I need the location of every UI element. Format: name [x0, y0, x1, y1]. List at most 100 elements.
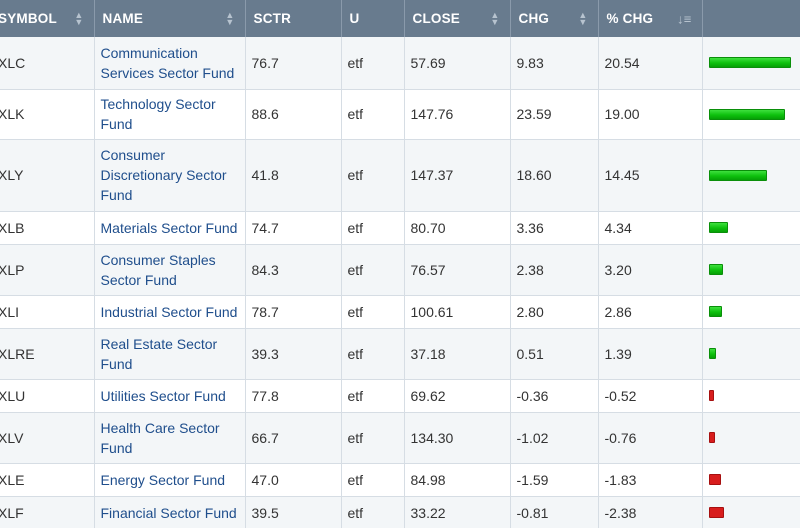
fund-name-link[interactable]: Utilities Sector Fund — [94, 379, 246, 413]
table-row[interactable]: XLRE Real Estate Sector Fund 39.3 etf 37.18 0… — [0, 328, 800, 380]
chg-cell: 0.51 — [510, 328, 599, 380]
chg-cell: 3.36 — [510, 211, 599, 245]
type-cell: etf — [341, 139, 405, 212]
table-row[interactable]: XLE Energy Sector Fund 47.0 etf 84.98 -1.59 -1… — [0, 463, 800, 497]
pct-chg-bar-cell — [702, 244, 800, 296]
type-cell: etf — [341, 244, 405, 296]
type-cell: etf — [341, 412, 405, 464]
chg-cell: -1.02 — [510, 412, 599, 464]
sctr-cell: 76.7 — [245, 37, 342, 90]
chg-cell: 18.60 — [510, 139, 599, 212]
close-cell: 147.37 — [404, 139, 511, 212]
symbol-cell: XLY — [0, 139, 95, 212]
close-cell: 37.18 — [404, 328, 511, 380]
pct-chg-cell: -2.38 — [598, 496, 703, 528]
sctr-cell: 74.7 — [245, 211, 342, 245]
column-header-pct-chg-label: % CHG — [606, 11, 654, 26]
table-row[interactable]: XLV Health Care Sector Fund 66.7 etf 134.30-… — [0, 412, 800, 464]
fund-name-link[interactable]: Health Care Sector Fund — [94, 412, 246, 464]
column-header-bar — [702, 0, 800, 37]
pct-chg-bar-cell — [702, 295, 800, 329]
table-row[interactable]: XLB Materials Sector Fund 74.7 etf 80.70 3.36… — [0, 211, 800, 245]
positive-change-bar — [708, 57, 791, 69]
column-header-name-label: NAME — [102, 11, 144, 26]
chg-cell: -1.59 — [510, 463, 599, 497]
negative-change-bar — [708, 474, 721, 485]
column-header-chg[interactable]: CHG ▲ ▼ — [510, 0, 599, 37]
column-header-u[interactable]: U — [341, 0, 405, 37]
sctr-cell: 39.5 — [245, 496, 342, 528]
fund-name-link[interactable]: Industrial Sector Fund — [94, 295, 246, 329]
sort-arrows-icon[interactable]: ▲ ▼ — [578, 9, 588, 27]
header-row: SYMBOL ▲ ▼ NAME ▲ ▼ SCTR U CLOSE ▲ ▼ — [0, 0, 800, 37]
chg-cell: 23.59 — [510, 89, 599, 140]
fund-name-link[interactable]: Consumer Discretionary Sector Fund — [94, 139, 246, 212]
close-cell: 80.70 — [404, 211, 511, 245]
symbol-cell: XLB — [0, 211, 95, 245]
fund-name-link[interactable]: Technology Sector Fund — [94, 89, 246, 140]
pct-chg-cell: -0.76 — [598, 412, 703, 464]
table-row[interactable]: XLI Industrial Sector Fund 78.7 etf 100.61 2.… — [0, 295, 800, 329]
close-cell: 76.57 — [404, 244, 511, 296]
symbol-cell: XLK — [0, 89, 95, 140]
close-cell: 147.76 — [404, 89, 511, 140]
column-header-pct-chg[interactable]: % CHG ↓≡ — [598, 0, 703, 37]
chg-cell: -0.81 — [510, 496, 599, 528]
sort-arrows-icon[interactable]: ▲ ▼ — [225, 9, 235, 27]
pct-chg-cell: 4.34 — [598, 211, 703, 245]
pct-chg-bar-cell — [702, 379, 800, 413]
sctr-cell: 88.6 — [245, 89, 342, 140]
table-row[interactable]: XLF Financial Sector Fund 39.5 etf 33.22 -0.8… — [0, 496, 800, 528]
fund-name-link[interactable]: Materials Sector Fund — [94, 211, 246, 245]
sort-arrows-icon[interactable]: ▲ ▼ — [490, 9, 500, 27]
table-row[interactable]: XLU Utilities Sector Fund 77.8 etf 69.62 -0.3… — [0, 379, 800, 413]
pct-chg-cell: -0.52 — [598, 379, 703, 413]
column-header-symbol[interactable]: SYMBOL ▲ ▼ — [0, 0, 95, 37]
positive-change-bar — [708, 169, 767, 181]
table-row[interactable]: XLK Technology Sector Fund 88.6 etf 147.76 23… — [0, 89, 800, 140]
table-row[interactable]: XLP Consumer Staples Sector Fund 84.3 etf 76… — [0, 244, 800, 296]
pct-chg-bar-cell — [702, 89, 800, 140]
sctr-cell: 84.3 — [245, 244, 342, 296]
symbol-cell: XLU — [0, 379, 95, 413]
chg-cell: 2.80 — [510, 295, 599, 329]
positive-change-bar — [708, 306, 722, 317]
sctr-cell: 78.7 — [245, 295, 342, 329]
fund-name-link[interactable]: Real Estate Sector Fund — [94, 328, 246, 380]
pct-chg-cell: 2.86 — [598, 295, 703, 329]
sctr-cell: 47.0 — [245, 463, 342, 497]
fund-name-link[interactable]: Energy Sector Fund — [94, 463, 246, 497]
column-header-name[interactable]: NAME ▲ ▼ — [94, 0, 246, 37]
symbol-cell: XLV — [0, 412, 95, 464]
type-cell: etf — [341, 463, 405, 497]
symbol-cell: XLF — [0, 496, 95, 528]
sort-arrows-icon[interactable]: ▲ ▼ — [74, 9, 84, 27]
pct-chg-bar-cell — [702, 328, 800, 380]
fund-name-link[interactable]: Consumer Staples Sector Fund — [94, 244, 246, 296]
pct-chg-bar-cell — [702, 139, 800, 212]
column-header-chg-label: CHG — [518, 11, 550, 26]
close-cell: 57.69 — [404, 37, 511, 90]
sctr-cell: 39.3 — [245, 328, 342, 380]
type-cell: etf — [341, 496, 405, 528]
negative-change-bar — [708, 507, 724, 518]
table-row[interactable]: XLY Consumer Discretionary Sector Fund 41.… — [0, 139, 800, 212]
symbol-cell: XLI — [0, 295, 95, 329]
sort-descending-icon[interactable]: ↓≡ — [677, 11, 692, 26]
column-header-sctr-label: SCTR — [253, 11, 292, 26]
fund-name-link[interactable]: Financial Sector Fund — [94, 496, 246, 528]
close-cell: 84.98 — [404, 463, 511, 497]
fund-name-link[interactable]: Communication Services Sector Fund — [94, 37, 246, 90]
symbol-cell: XLE — [0, 463, 95, 497]
table-row[interactable]: XLC Communication Services Sector Fund 76.… — [0, 37, 800, 90]
column-header-sctr[interactable]: SCTR — [245, 0, 342, 37]
negative-change-bar — [708, 432, 715, 443]
column-header-close[interactable]: CLOSE ▲ ▼ — [404, 0, 511, 37]
column-header-u-label: U — [349, 11, 360, 26]
chg-cell: 9.83 — [510, 37, 599, 90]
pct-chg-cell: 19.00 — [598, 89, 703, 140]
close-cell: 69.62 — [404, 379, 511, 413]
close-cell: 100.61 — [404, 295, 511, 329]
chg-cell: 2.38 — [510, 244, 599, 296]
